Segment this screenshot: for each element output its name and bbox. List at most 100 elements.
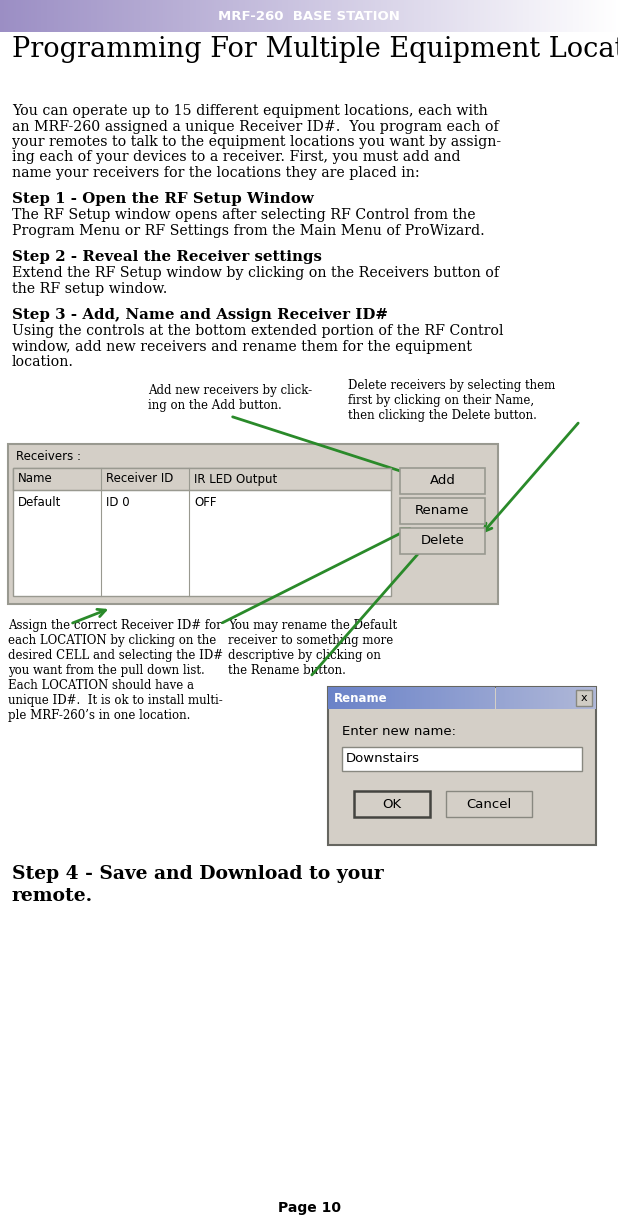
Bar <box>301 0 303 32</box>
Bar <box>352 687 353 709</box>
Bar <box>570 687 572 709</box>
Bar <box>14 0 17 32</box>
Bar <box>23 0 25 32</box>
Bar <box>17 0 19 32</box>
Bar <box>6 0 8 32</box>
Bar <box>289 0 290 32</box>
Bar <box>282 0 284 32</box>
Bar <box>411 687 412 709</box>
Bar <box>41 0 43 32</box>
Bar <box>554 0 556 32</box>
Bar <box>48 0 49 32</box>
Text: Using the controls at the bottom extended portion of the RF Control: Using the controls at the bottom extende… <box>12 324 504 339</box>
Bar <box>561 687 562 709</box>
Bar <box>400 687 402 709</box>
Bar <box>525 687 527 709</box>
Bar <box>445 0 447 32</box>
Bar <box>239 0 241 32</box>
Bar <box>439 0 441 32</box>
Bar <box>305 0 307 32</box>
Bar <box>583 0 585 32</box>
Bar <box>295 0 297 32</box>
Bar <box>394 0 396 32</box>
Bar <box>245 0 247 32</box>
Text: Delete receivers by selecting them
first by clicking on their Name,
then clickin: Delete receivers by selecting them first… <box>348 379 555 422</box>
Bar <box>552 0 554 32</box>
Bar <box>441 0 443 32</box>
Bar <box>569 687 570 709</box>
Bar <box>446 791 532 816</box>
Bar <box>340 0 342 32</box>
Bar <box>167 0 169 32</box>
Bar <box>378 687 379 709</box>
Bar <box>344 687 345 709</box>
Bar <box>214 0 216 32</box>
Bar <box>564 687 565 709</box>
Bar <box>8 444 498 603</box>
Bar <box>385 0 387 32</box>
Bar <box>457 0 459 32</box>
Bar <box>459 0 462 32</box>
Bar <box>472 0 474 32</box>
Bar <box>307 0 309 32</box>
Bar <box>416 0 418 32</box>
Bar <box>521 0 523 32</box>
Bar <box>321 0 323 32</box>
Bar <box>368 687 370 709</box>
Bar <box>391 0 394 32</box>
Bar <box>599 0 601 32</box>
Bar <box>525 0 527 32</box>
Bar <box>501 687 502 709</box>
Bar <box>177 0 179 32</box>
Bar <box>607 0 610 32</box>
Bar <box>568 687 569 709</box>
Bar <box>558 0 561 32</box>
Bar <box>103 0 105 32</box>
Bar <box>575 687 576 709</box>
Bar <box>460 687 462 709</box>
Bar <box>0 0 2 32</box>
Text: Step 3 - Add, Name and Assign Receiver ID#: Step 3 - Add, Name and Assign Receiver I… <box>12 307 388 322</box>
Bar <box>363 0 365 32</box>
Bar <box>580 687 582 709</box>
Bar <box>400 498 485 524</box>
Bar <box>255 0 258 32</box>
Text: your remotes to talk to the equipment locations you want by assign-: your remotes to talk to the equipment lo… <box>12 135 501 149</box>
Text: Enter new name:: Enter new name: <box>342 725 456 738</box>
Bar <box>425 0 426 32</box>
Bar <box>344 0 346 32</box>
Bar <box>499 687 501 709</box>
Bar <box>451 0 453 32</box>
Bar <box>423 687 425 709</box>
Bar <box>286 0 289 32</box>
Bar <box>298 0 301 32</box>
Bar <box>33 0 35 32</box>
Bar <box>227 0 229 32</box>
Bar <box>395 687 396 709</box>
Bar <box>258 0 260 32</box>
Bar <box>428 0 431 32</box>
Bar <box>329 687 331 709</box>
Bar <box>229 0 231 32</box>
Bar <box>340 687 341 709</box>
Bar <box>148 0 150 32</box>
Text: Extend the RF Setup window by clicking on the Receivers button of: Extend the RF Setup window by clicking o… <box>12 267 499 280</box>
Bar <box>443 0 445 32</box>
Bar <box>231 0 233 32</box>
Bar <box>567 0 569 32</box>
Bar <box>328 687 596 845</box>
Bar <box>529 687 530 709</box>
Bar <box>125 0 128 32</box>
Bar <box>570 0 573 32</box>
Bar <box>441 687 442 709</box>
Bar <box>561 0 562 32</box>
Bar <box>332 0 334 32</box>
Bar <box>513 687 514 709</box>
Bar <box>513 0 515 32</box>
Bar <box>496 0 499 32</box>
Bar <box>400 528 485 554</box>
Bar <box>117 0 119 32</box>
Bar <box>535 687 536 709</box>
Bar <box>29 0 31 32</box>
Bar <box>11 0 12 32</box>
